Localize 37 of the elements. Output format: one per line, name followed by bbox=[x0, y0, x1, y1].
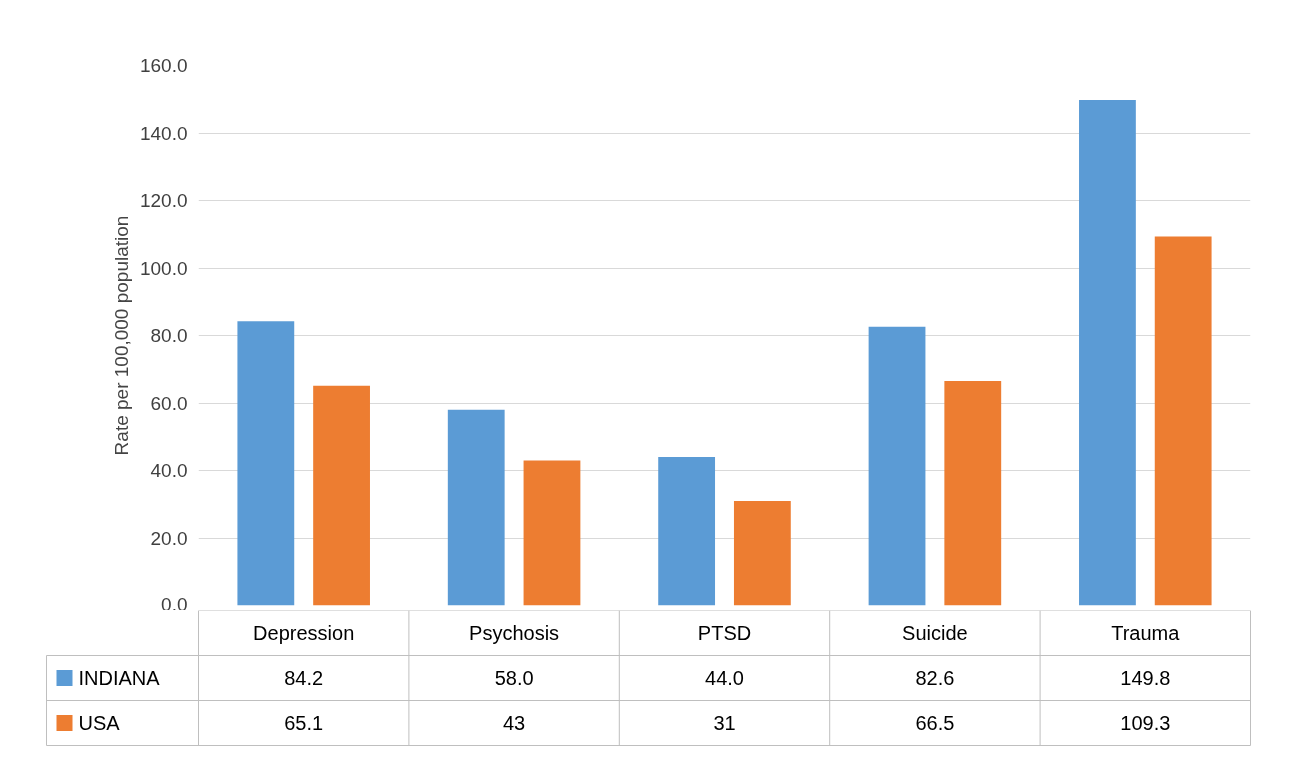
x-tick-label: PTSD bbox=[697, 622, 752, 644]
bar bbox=[658, 457, 716, 606]
data-label: 58.0 bbox=[494, 667, 534, 689]
bar bbox=[1154, 236, 1212, 606]
y-tick-label: 20.0 bbox=[150, 527, 188, 549]
x-tick-label: Psychosis bbox=[469, 622, 560, 644]
x-tick-label: Trauma bbox=[1111, 622, 1181, 644]
y-tick-label: 160.0 bbox=[139, 55, 188, 76]
data-label: 66.5 bbox=[915, 712, 955, 734]
y-tick-label: 60.0 bbox=[150, 392, 188, 414]
y-tick-label: 0.0 bbox=[161, 593, 188, 615]
legend-label: USA bbox=[78, 712, 121, 734]
y-tick-label: 140.0 bbox=[139, 122, 188, 144]
bar bbox=[1079, 99, 1136, 606]
y-tick-label: 40.0 bbox=[150, 460, 188, 481]
data-label: 44.0 bbox=[705, 667, 744, 689]
y-axis-title: Rate per 100,000 population bbox=[110, 215, 132, 456]
data-label: 84.2 bbox=[284, 667, 324, 689]
bar bbox=[944, 381, 1002, 606]
data-label: 31 bbox=[713, 712, 736, 734]
legend-label: INDIANA bbox=[78, 667, 161, 689]
bar bbox=[447, 409, 505, 606]
y-tick-label: 80.0 bbox=[150, 325, 188, 346]
data-label: 43 bbox=[502, 712, 526, 734]
bar bbox=[868, 326, 926, 606]
bar bbox=[733, 500, 791, 606]
x-tick-label: Suicide bbox=[902, 622, 968, 644]
data-label: 109.3 bbox=[1120, 712, 1171, 734]
bar bbox=[523, 460, 581, 606]
data-label: 65.1 bbox=[284, 712, 324, 734]
y-tick-label: 120.0 bbox=[139, 190, 188, 211]
y-tick-label: 100.0 bbox=[139, 257, 188, 279]
x-tick-label: Depression bbox=[253, 622, 355, 644]
data-label: 82.6 bbox=[915, 667, 955, 689]
bar bbox=[237, 321, 295, 606]
data-label: 149.8 bbox=[1120, 667, 1171, 689]
bar bbox=[313, 385, 370, 606]
